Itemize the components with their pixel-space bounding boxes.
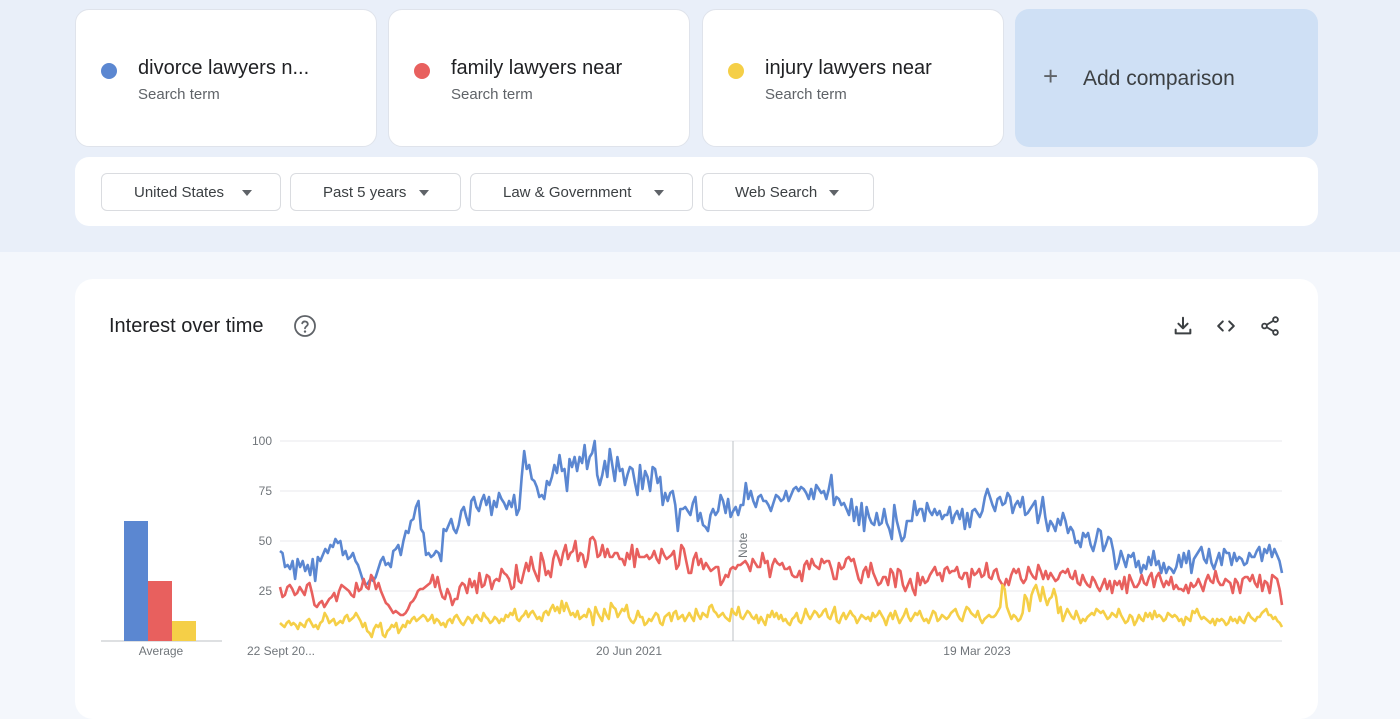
x-tick-label: 20 Jun 2021 <box>596 644 662 658</box>
help-icon[interactable] <box>293 314 317 338</box>
dropdown-arrow-icon <box>242 190 252 196</box>
filter-location[interactable]: United States <box>101 173 281 211</box>
search-term-type: Search term <box>765 86 847 103</box>
x-tick-label: 19 Mar 2023 <box>943 644 1011 658</box>
filter-label: Past 5 years <box>323 184 407 201</box>
y-tick-label: 25 <box>259 584 273 598</box>
filter-label: United States <box>134 184 225 201</box>
filter-category[interactable]: Law & Government <box>470 173 693 211</box>
dropdown-arrow-icon <box>829 190 839 196</box>
search-term-name[interactable]: divorce lawyers n... <box>138 57 310 79</box>
note-marker-label: Note <box>736 532 750 558</box>
filter-time-range[interactable]: Past 5 years <box>290 173 461 211</box>
average-bar-3 <box>172 621 196 641</box>
average-bar-1 <box>124 521 148 641</box>
interest-over-time-chart: 25 50 75 100 Note 22 Sept 20... 20 Jun 2021 19 … <box>101 434 1284 658</box>
series-line-3 <box>279 583 1284 639</box>
average-label: Average <box>139 644 184 658</box>
add-comparison-label: Add comparison <box>1083 67 1235 90</box>
series-color-dot <box>101 63 117 79</box>
search-term-card-3[interactable]: injury lawyers near Search term <box>702 9 1004 147</box>
share-icon[interactable] <box>1259 315 1281 337</box>
card-title: Interest over time <box>109 315 264 337</box>
series-line-2 <box>278 535 1284 617</box>
y-tick-label: 75 <box>259 484 273 498</box>
search-term-name[interactable]: injury lawyers near <box>765 57 932 79</box>
filter-search-type[interactable]: Web Search <box>702 173 874 211</box>
series-color-dot <box>414 63 430 79</box>
filter-label: Web Search <box>735 184 818 201</box>
search-term-type: Search term <box>138 86 220 103</box>
dropdown-arrow-icon <box>419 190 429 196</box>
search-term-type: Search term <box>451 86 533 103</box>
plus-icon: + <box>1043 61 1059 91</box>
download-icon[interactable] <box>1172 315 1194 337</box>
embed-code-icon[interactable] <box>1215 315 1237 337</box>
x-tick-label: 22 Sept 20... <box>247 644 315 658</box>
y-tick-label: 50 <box>259 534 273 548</box>
search-term-card-1[interactable]: divorce lawyers n... Search term <box>75 9 377 147</box>
y-tick-label: 100 <box>252 434 272 448</box>
series-color-dot <box>728 63 744 79</box>
add-comparison-button[interactable]: + Add comparison <box>1015 9 1318 147</box>
search-term-card-2[interactable]: family lawyers near Search term <box>388 9 690 147</box>
series-line-1 <box>279 439 1284 587</box>
dropdown-arrow-icon <box>654 190 664 196</box>
average-bar-2 <box>148 581 172 641</box>
search-term-name[interactable]: family lawyers near <box>451 57 623 79</box>
filter-bar: United States Past 5 years Law & Governm… <box>75 157 1318 226</box>
filter-label: Law & Government <box>503 184 632 201</box>
